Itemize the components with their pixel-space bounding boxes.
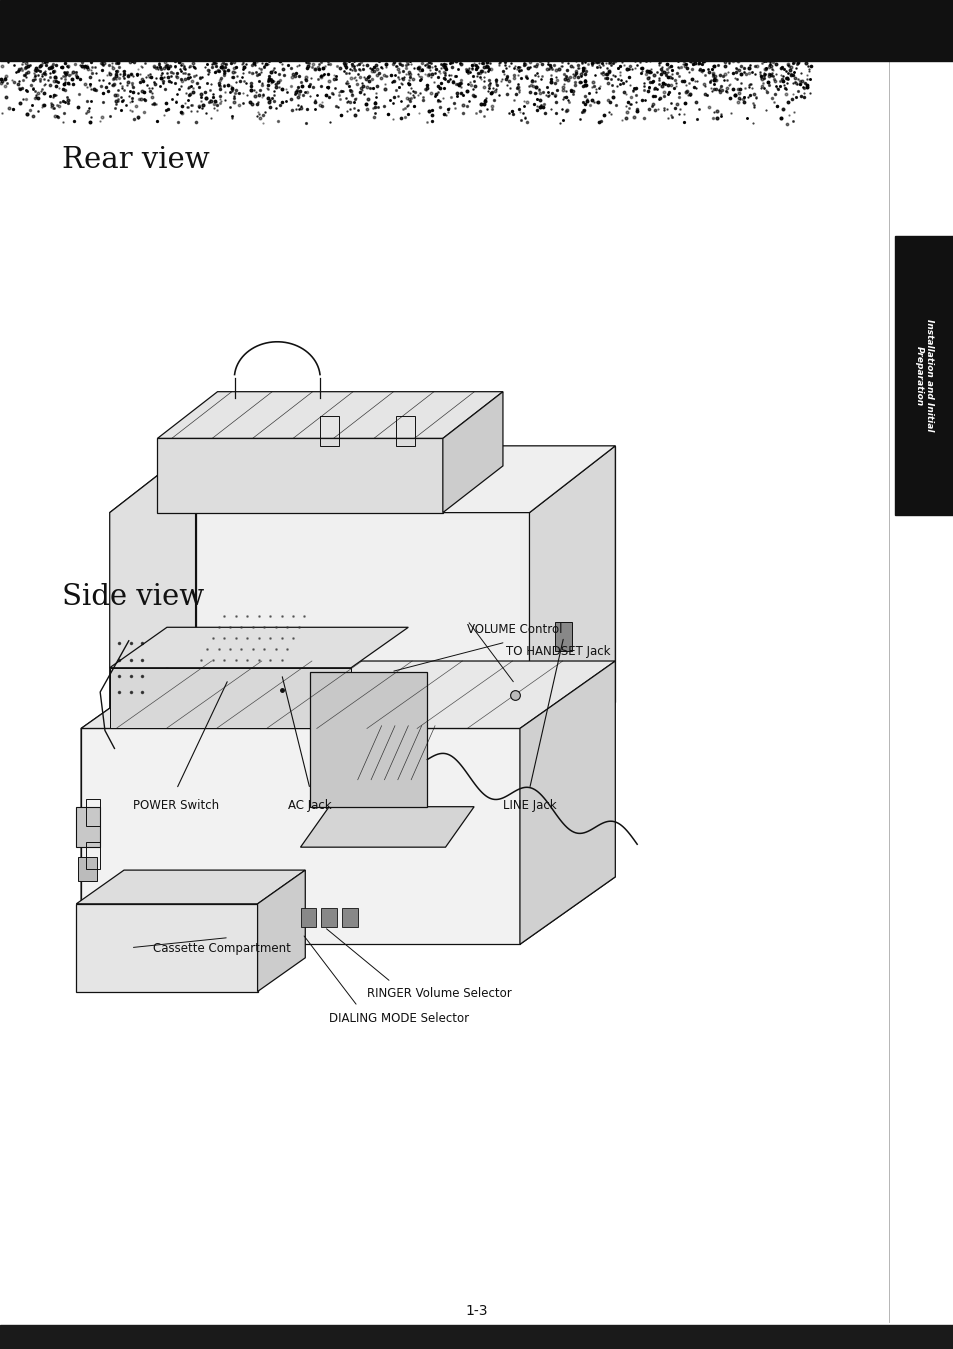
Bar xyxy=(271,648,292,672)
Bar xyxy=(0,1325,953,1349)
Polygon shape xyxy=(519,661,615,944)
Polygon shape xyxy=(81,661,615,728)
Polygon shape xyxy=(300,807,474,847)
Text: POWER Switch: POWER Switch xyxy=(133,799,219,812)
Polygon shape xyxy=(310,672,427,807)
Polygon shape xyxy=(81,728,519,944)
Bar xyxy=(300,908,315,927)
Bar xyxy=(220,643,235,677)
Polygon shape xyxy=(81,877,615,944)
Polygon shape xyxy=(76,904,257,992)
Polygon shape xyxy=(110,701,615,769)
Polygon shape xyxy=(157,438,442,513)
Polygon shape xyxy=(110,668,351,728)
Bar xyxy=(555,622,572,652)
Polygon shape xyxy=(81,661,176,944)
Polygon shape xyxy=(110,445,615,513)
Text: 1-3: 1-3 xyxy=(465,1304,488,1318)
Bar xyxy=(321,908,336,927)
Bar xyxy=(76,807,100,847)
Polygon shape xyxy=(257,870,305,992)
Text: DIALING MODE Selector: DIALING MODE Selector xyxy=(329,1012,469,1025)
Polygon shape xyxy=(529,445,615,769)
Text: Cassette Compartment: Cassette Compartment xyxy=(152,942,291,955)
Bar xyxy=(295,648,316,672)
Polygon shape xyxy=(76,870,305,904)
Text: LINE Jack: LINE Jack xyxy=(502,799,556,812)
Bar xyxy=(342,908,357,927)
Polygon shape xyxy=(110,445,195,769)
Text: VOLUME Control: VOLUME Control xyxy=(467,623,562,637)
Text: Rear view: Rear view xyxy=(62,146,210,174)
Polygon shape xyxy=(157,391,502,438)
Text: RINGER Volume Selector: RINGER Volume Selector xyxy=(367,987,512,1001)
Polygon shape xyxy=(195,445,615,701)
Polygon shape xyxy=(442,391,502,513)
Text: Installation and Initial
Preparation: Installation and Initial Preparation xyxy=(914,320,933,432)
Text: AC Jack: AC Jack xyxy=(288,799,332,812)
Text: TO HANDSET Jack: TO HANDSET Jack xyxy=(505,645,610,658)
Bar xyxy=(0,0,953,61)
Bar xyxy=(894,236,953,515)
Bar xyxy=(78,857,97,881)
Polygon shape xyxy=(110,627,408,668)
Text: Side view: Side view xyxy=(62,583,204,611)
